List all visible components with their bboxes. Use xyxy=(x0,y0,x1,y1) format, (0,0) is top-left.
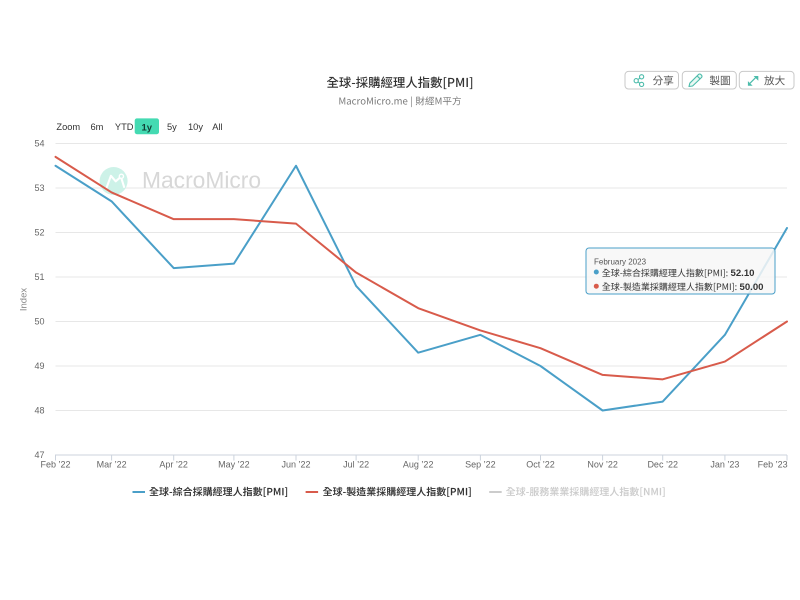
svg-text:Aug ’22: Aug ’22 xyxy=(403,460,434,470)
svg-text:Dec ’22: Dec ’22 xyxy=(647,460,678,470)
svg-text:48: 48 xyxy=(34,406,44,416)
svg-text:52.10: 52.10 xyxy=(731,268,755,279)
svg-text:Index: Index xyxy=(19,288,30,311)
svg-text:53: 53 xyxy=(34,183,44,193)
svg-text:Zoom: Zoom xyxy=(56,122,80,132)
svg-text:Feb ’22: Feb ’22 xyxy=(40,460,70,470)
svg-text:Jul ’22: Jul ’22 xyxy=(343,460,369,470)
svg-text:Apr ’22: Apr ’22 xyxy=(159,460,188,470)
svg-text:Sep ’22: Sep ’22 xyxy=(465,460,496,470)
svg-text:49: 49 xyxy=(34,361,44,371)
svg-text:Jun ’22: Jun ’22 xyxy=(281,460,310,470)
svg-text:51: 51 xyxy=(34,272,44,282)
svg-text:50: 50 xyxy=(34,317,44,327)
svg-text:50.00: 50.00 xyxy=(740,282,764,293)
svg-text:Nov ’22: Nov ’22 xyxy=(587,460,618,470)
svg-text:YTD: YTD xyxy=(115,122,134,132)
svg-text:All: All xyxy=(212,122,222,132)
svg-text:47: 47 xyxy=(34,450,44,460)
svg-text:10y: 10y xyxy=(188,122,203,132)
svg-text:6m: 6m xyxy=(91,122,104,132)
svg-text:May ’22: May ’22 xyxy=(218,460,250,470)
svg-text:MacroMicro: MacroMicro xyxy=(142,167,261,193)
svg-text:54: 54 xyxy=(34,139,44,149)
svg-text:February 2023: February 2023 xyxy=(594,258,647,267)
svg-text:5y: 5y xyxy=(167,122,177,132)
svg-text:Oct ’22: Oct ’22 xyxy=(526,460,555,470)
svg-text:Jan ’23: Jan ’23 xyxy=(710,460,739,470)
svg-text:1y: 1y xyxy=(142,122,153,133)
svg-text:Feb ’23: Feb ’23 xyxy=(758,460,788,470)
svg-text:Mar ’22: Mar ’22 xyxy=(97,460,127,470)
svg-text:52: 52 xyxy=(34,228,44,238)
